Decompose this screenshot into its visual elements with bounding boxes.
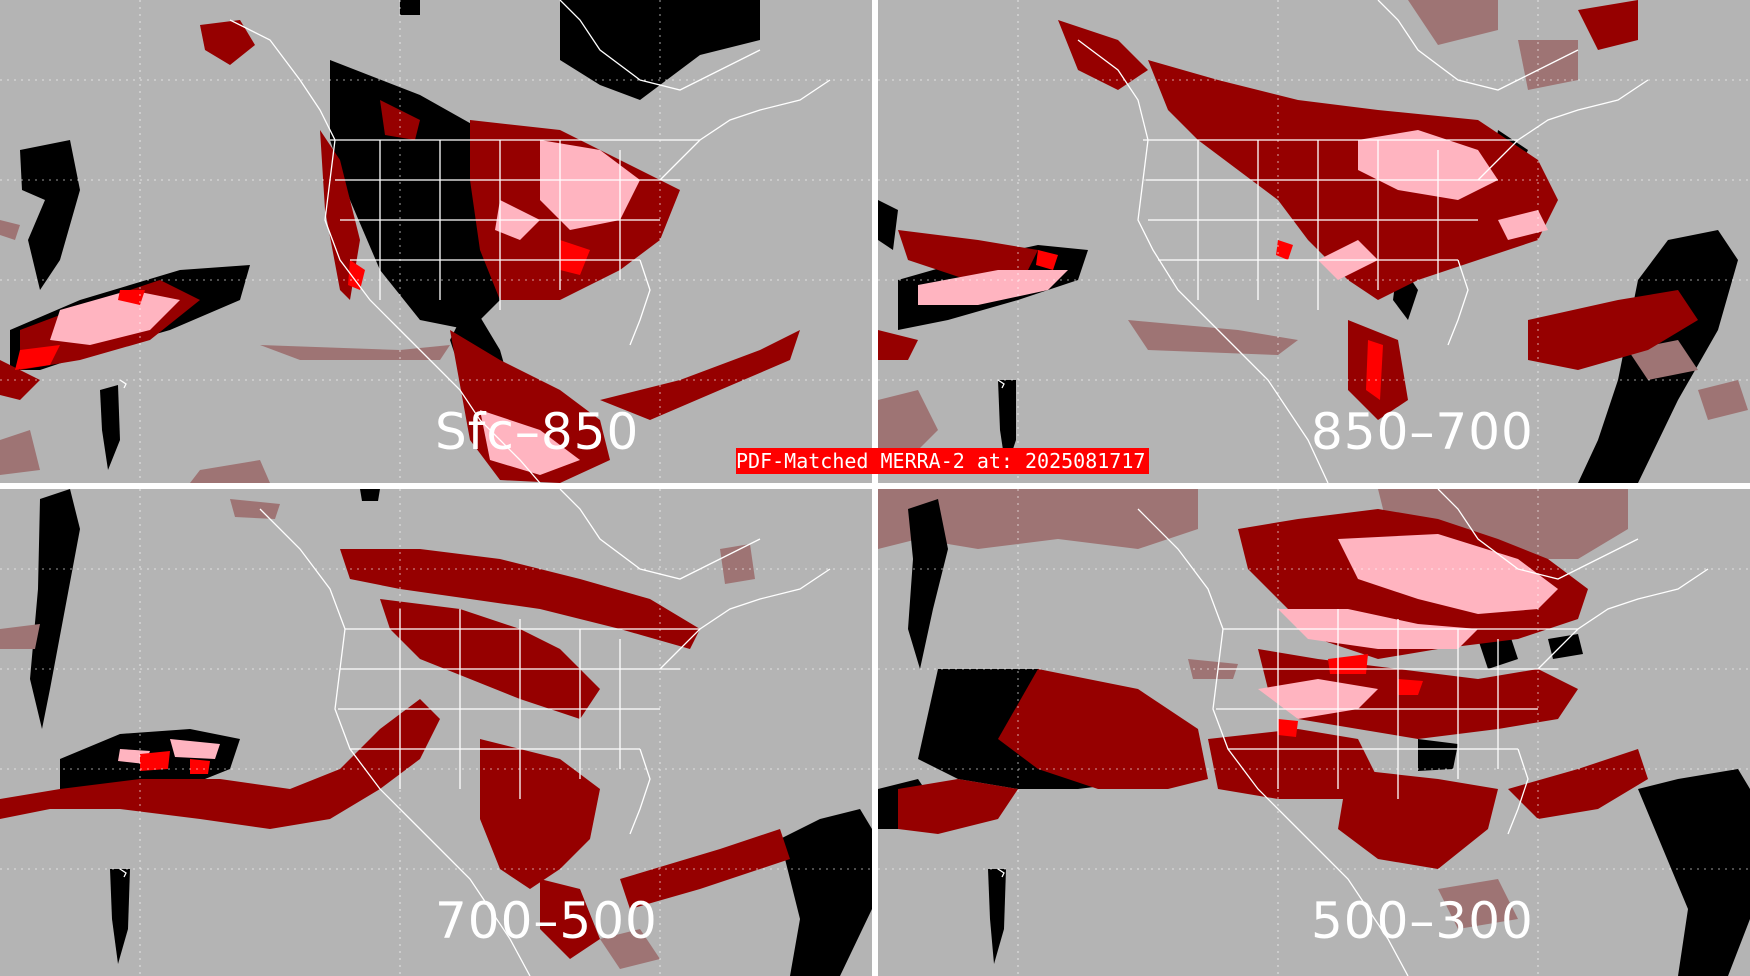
dark-red-shading: [0, 549, 790, 959]
mauve-shading: [878, 0, 1748, 470]
red-shading: [1036, 240, 1383, 400]
map-svg-850-700: [878, 0, 1750, 483]
mauve-shading: [0, 220, 450, 483]
black-mask: [10, 0, 760, 470]
layer-label-sfc-850: Sfc–850: [435, 403, 640, 461]
pink-shading: [50, 140, 640, 475]
figure-title: PDF-Matched MERRA-2 at: 2025081717: [736, 448, 1150, 474]
title-highlight: PDF-Matched MERRA-2 at: 202: [736, 449, 1062, 473]
pink-shading: [918, 130, 1548, 305]
mauve-shading: [878, 489, 1628, 929]
map-svg-700-500: [0, 489, 872, 976]
map-svg-sfc-850: [0, 0, 872, 483]
map-boundaries: [119, 0, 831, 483]
panel-850-700: 850–700: [878, 0, 1750, 483]
layer-label-700-500: 700–500: [435, 892, 658, 950]
panel-sfc-850: Sfc–850: [0, 0, 872, 483]
red-shading: [15, 240, 590, 370]
title-tail: 5081717: [1061, 449, 1146, 473]
layer-label-500-300: 500–300: [1311, 892, 1534, 950]
layer-label-850-700: 850–700: [1311, 403, 1534, 461]
panel-700-500: 700–500: [0, 489, 872, 976]
panel-500-300: 500–300: [878, 489, 1750, 976]
map-svg-500-300: [878, 489, 1750, 976]
red-shading: [140, 751, 210, 774]
